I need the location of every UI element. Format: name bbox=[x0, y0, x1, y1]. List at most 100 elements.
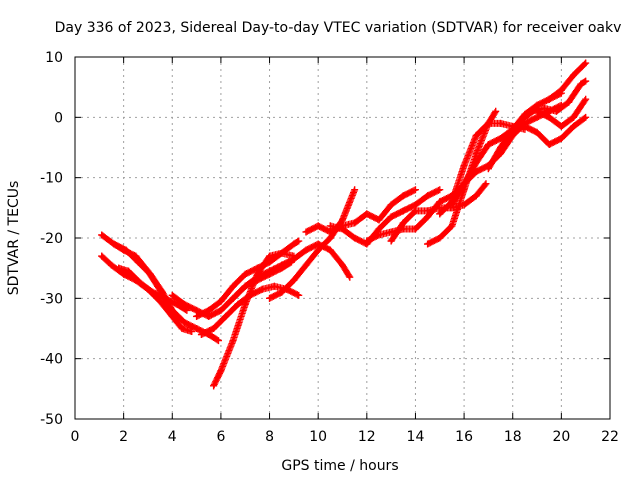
x-tick-label: 2 bbox=[119, 429, 128, 445]
data-point bbox=[295, 237, 303, 245]
x-tick-label: 18 bbox=[504, 429, 522, 445]
data-point bbox=[533, 128, 541, 136]
data-point bbox=[217, 297, 225, 305]
data-point bbox=[448, 201, 456, 209]
data-point bbox=[577, 80, 585, 88]
data-point bbox=[533, 113, 541, 121]
data-point bbox=[472, 168, 480, 176]
data-point bbox=[217, 306, 225, 314]
data-point bbox=[497, 134, 505, 142]
data-point bbox=[326, 234, 334, 242]
data-point bbox=[484, 140, 492, 148]
data-point bbox=[436, 198, 444, 206]
data-point bbox=[120, 246, 128, 254]
series-arc-3 bbox=[110, 240, 181, 326]
data-point bbox=[295, 291, 303, 299]
data-point bbox=[570, 113, 578, 121]
data-point bbox=[424, 192, 432, 200]
data-point bbox=[484, 119, 492, 127]
data-point bbox=[120, 270, 128, 278]
data-point bbox=[387, 213, 395, 221]
data-point bbox=[229, 282, 237, 290]
data-point bbox=[582, 59, 590, 67]
data-point bbox=[351, 186, 359, 194]
data-point bbox=[436, 210, 444, 218]
x-tick-label: 10 bbox=[309, 429, 327, 445]
data-point bbox=[399, 207, 407, 215]
data-point bbox=[314, 222, 322, 230]
data-point bbox=[205, 312, 213, 320]
y-tick-label: -40 bbox=[40, 352, 63, 368]
x-tick-label: 16 bbox=[455, 429, 473, 445]
data-point bbox=[346, 273, 354, 281]
data-point bbox=[205, 306, 213, 314]
y-tick-label: 10 bbox=[45, 50, 63, 66]
data-point bbox=[448, 222, 456, 230]
y-tick-label: -30 bbox=[40, 291, 63, 307]
data-point bbox=[484, 165, 492, 173]
data-point bbox=[125, 267, 132, 275]
data-point bbox=[241, 270, 249, 278]
x-axis-title: GPS time / hours bbox=[281, 458, 398, 474]
data-point bbox=[110, 240, 118, 248]
data-point bbox=[339, 216, 346, 224]
series-arc-20 bbox=[521, 113, 590, 148]
data-point bbox=[278, 249, 286, 257]
data-point bbox=[144, 267, 152, 275]
data-point bbox=[509, 125, 517, 133]
data-point bbox=[229, 337, 237, 345]
data-point bbox=[253, 273, 261, 281]
data-point bbox=[217, 367, 225, 375]
data-point bbox=[497, 144, 505, 151]
x-tick-label: 4 bbox=[168, 429, 177, 445]
data-point bbox=[180, 318, 188, 326]
y-tick-label: 0 bbox=[54, 110, 63, 126]
data-point bbox=[193, 312, 201, 320]
data-point bbox=[270, 282, 278, 290]
data-point bbox=[582, 95, 590, 103]
data-point bbox=[557, 122, 565, 130]
data-point bbox=[436, 186, 444, 194]
data-point bbox=[472, 192, 480, 200]
data-point bbox=[387, 237, 395, 245]
data-point bbox=[290, 255, 298, 263]
data-point bbox=[411, 201, 419, 209]
data-point bbox=[339, 225, 346, 233]
series-arc-4 bbox=[115, 264, 191, 314]
data-point bbox=[193, 306, 201, 314]
data-point bbox=[545, 140, 553, 148]
series-arc-21 bbox=[533, 95, 590, 130]
data-point bbox=[258, 285, 266, 293]
data-point bbox=[98, 252, 106, 260]
data-point bbox=[375, 225, 383, 233]
data-point bbox=[521, 122, 529, 130]
data-point bbox=[472, 131, 480, 139]
data-point bbox=[241, 282, 249, 290]
y-tick-label: -10 bbox=[40, 171, 63, 187]
data-point bbox=[314, 246, 322, 254]
series-arc-9 bbox=[229, 240, 354, 302]
data-point bbox=[326, 228, 334, 236]
data-point bbox=[497, 119, 505, 127]
data-point bbox=[570, 122, 578, 130]
data-point bbox=[193, 325, 201, 332]
series-arc-11 bbox=[302, 186, 419, 236]
data-point bbox=[424, 207, 432, 215]
data-point bbox=[178, 325, 186, 332]
data-point bbox=[545, 95, 553, 103]
data-point bbox=[210, 325, 218, 332]
data-point bbox=[168, 291, 176, 299]
data-point bbox=[290, 276, 298, 284]
series-arc-8 bbox=[197, 282, 303, 339]
y-axis-title: SDTVAR / TECUs bbox=[6, 181, 22, 296]
data-point bbox=[472, 159, 480, 167]
data-point bbox=[210, 382, 218, 390]
data-point bbox=[246, 291, 254, 299]
data-point bbox=[399, 192, 407, 200]
y-tick-label: -50 bbox=[40, 412, 63, 428]
data-point bbox=[149, 288, 157, 296]
x-tick-label: 22 bbox=[601, 429, 619, 445]
data-point bbox=[399, 219, 407, 227]
data-point bbox=[229, 294, 237, 302]
data-point bbox=[582, 77, 590, 85]
